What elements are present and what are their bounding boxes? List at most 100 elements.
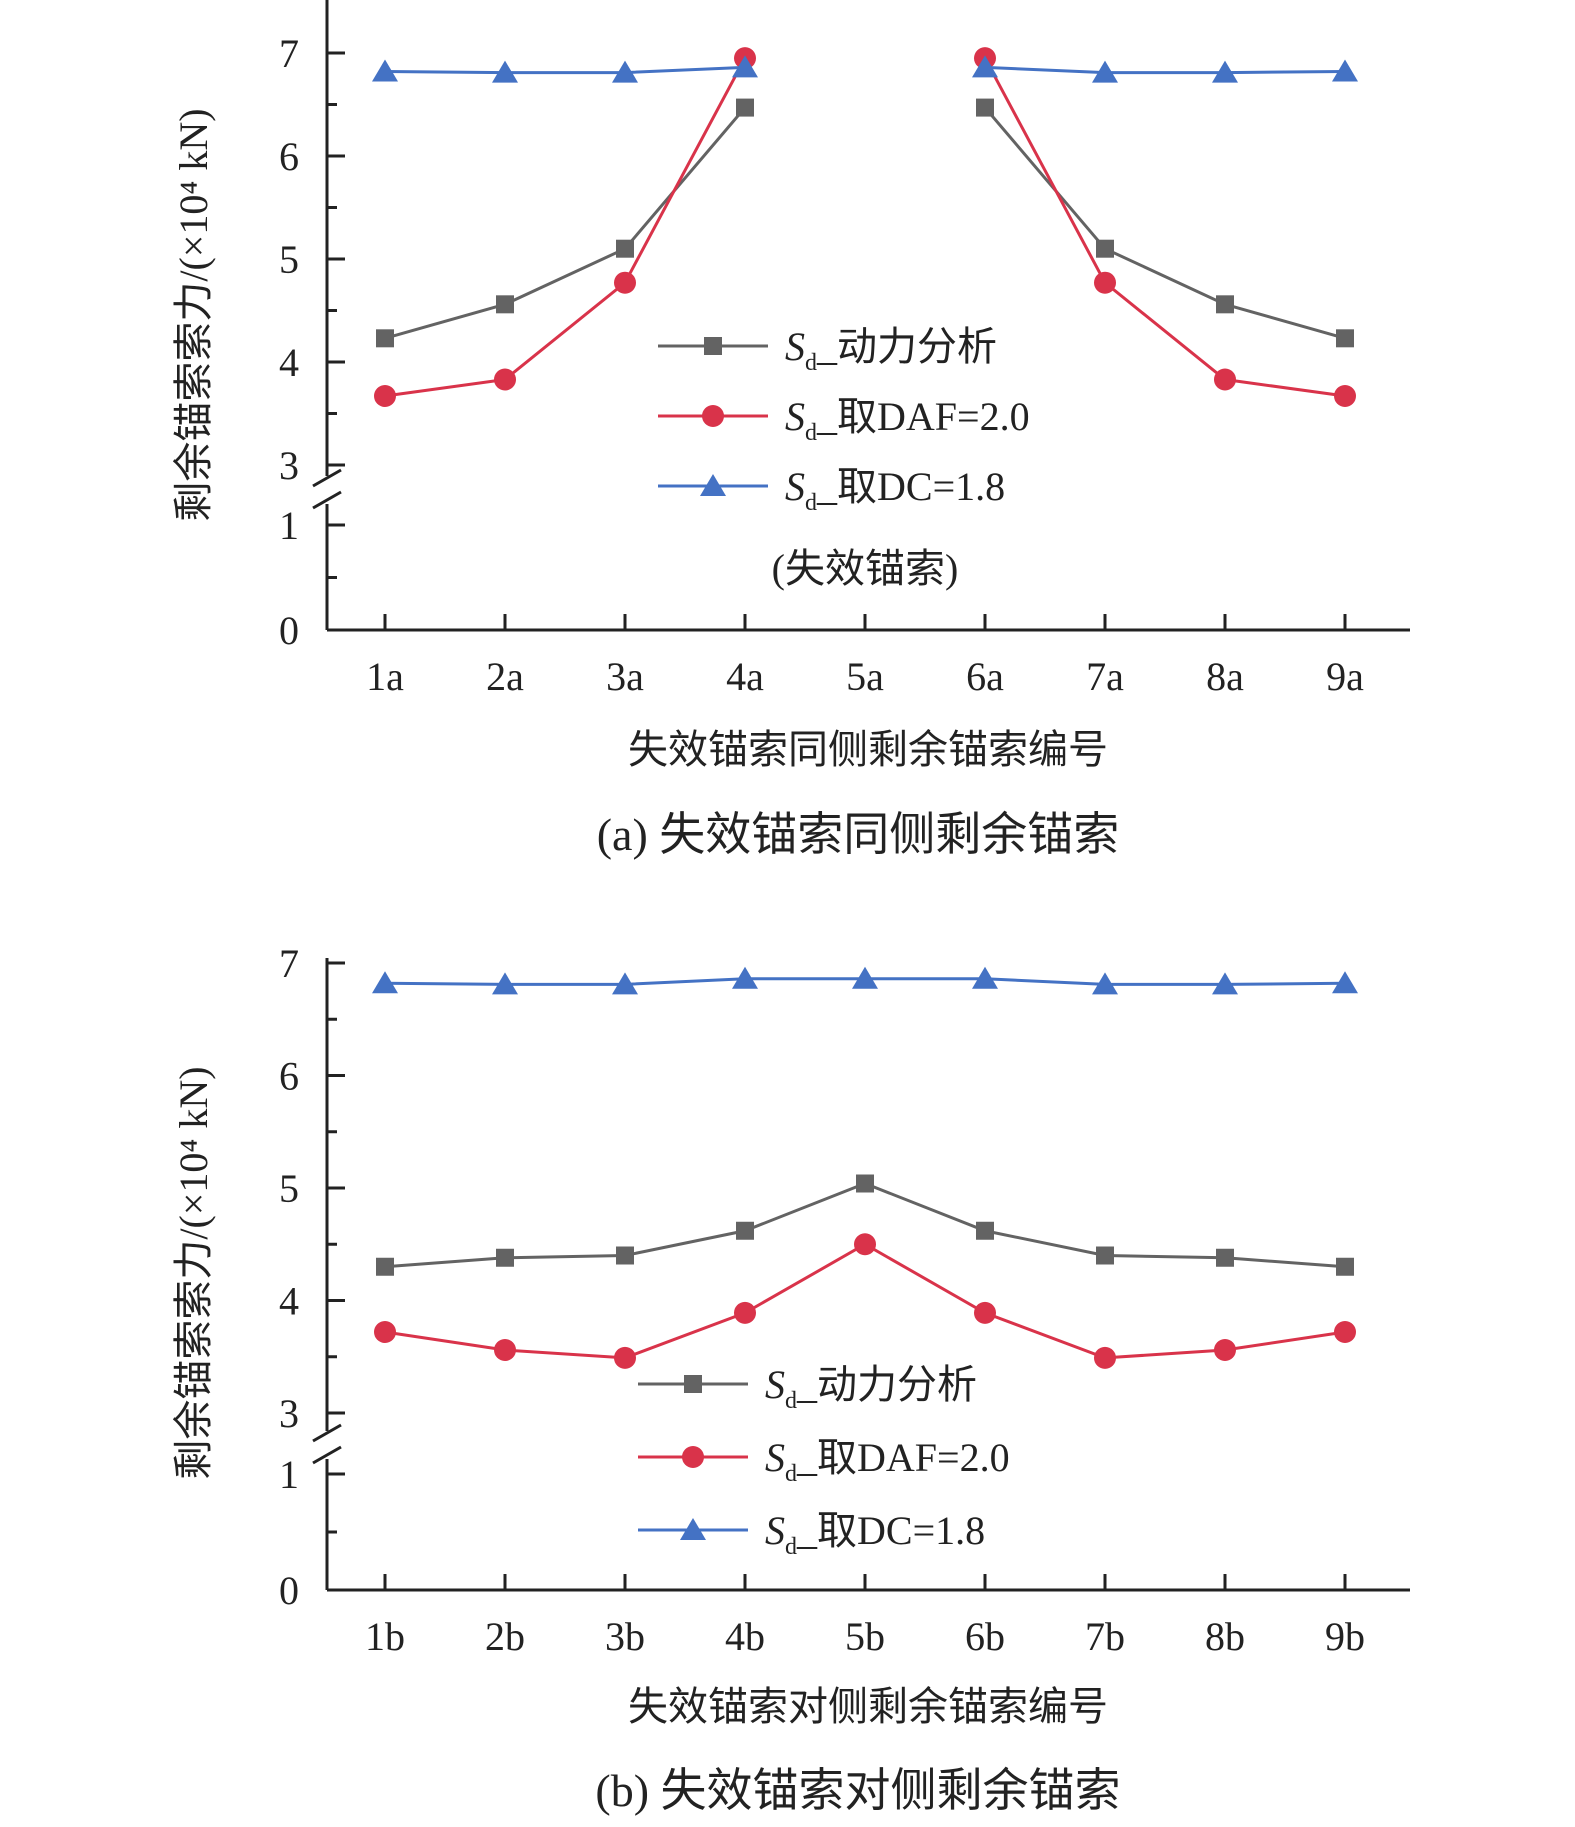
marker-square	[496, 295, 514, 314]
marker-circle	[614, 271, 636, 294]
marker-circle	[974, 1301, 996, 1324]
y-axis-title: 剩余锚索索力/(×10⁴ kN)	[171, 108, 216, 521]
axis-break-mark	[312, 490, 342, 510]
marker-square	[1096, 239, 1114, 258]
marker-triangle	[732, 966, 758, 989]
y-tick-label: 0	[279, 1568, 299, 1613]
marker-square	[1336, 1257, 1354, 1276]
y-tick-label: 3	[279, 1391, 299, 1436]
x-tick-label: 7b	[1085, 1614, 1125, 1659]
x-tick-label: 2a	[486, 654, 524, 699]
x-tick-label: 4a	[726, 654, 764, 699]
marker-triangle	[1212, 972, 1238, 995]
marker-square	[376, 1257, 394, 1276]
marker-square	[1216, 295, 1234, 314]
panel-b: 0 1 3 4 5 6 7 1b 2b 3b 4b 5b 6b 7b 8b 9b Sd_动力分析 Sd_取DAF=…	[171, 941, 1410, 1816]
marker-triangle	[612, 60, 638, 83]
x-tick-label: 6a	[966, 654, 1004, 699]
marker-triangle	[680, 1518, 706, 1540]
marker-square	[736, 1221, 754, 1240]
x-axis-title: 失效锚索同侧剩余锚索编号	[628, 727, 1108, 772]
x-tick-label: 6b	[965, 1614, 1005, 1659]
marker-square	[1336, 329, 1354, 348]
panel-caption: (a) 失效锚索同侧剩余锚索	[597, 809, 1120, 860]
y-tick-label: 5	[279, 1166, 299, 1211]
legend-label: Sd_动力分析	[785, 324, 997, 376]
annotation-failed-cable: (失效锚索)	[772, 546, 959, 591]
legend-label: Sd_取DC=1.8	[785, 464, 1005, 516]
marker-triangle	[700, 474, 726, 496]
marker-triangle	[1092, 60, 1118, 83]
y-tick-label: 5	[279, 237, 299, 282]
x-tick-label: 4b	[725, 1614, 765, 1659]
y-tick-label: 7	[279, 941, 299, 986]
x-tick-label: 3b	[605, 1614, 645, 1659]
marker-triangle	[612, 972, 638, 995]
x-tick-label: 7a	[1086, 654, 1124, 699]
series-line	[984, 65, 1346, 75]
x-tick-label: 1a	[366, 654, 404, 699]
y-tick-label: 0	[279, 608, 299, 653]
legend-entry: Sd_取DAF=2.0	[638, 1435, 1010, 1487]
marker-circle	[494, 1339, 516, 1361]
series-line	[384, 65, 746, 75]
x-tick-label: 5b	[845, 1614, 885, 1659]
marker-square	[1216, 1248, 1234, 1267]
marker-triangle	[972, 55, 998, 78]
marker-triangle	[732, 55, 758, 78]
marker-triangle	[1332, 59, 1358, 82]
marker-circle	[614, 1346, 636, 1369]
x-tick-label: 5a	[846, 654, 884, 699]
marker-circle	[1094, 271, 1116, 294]
marker-circle	[1334, 1321, 1356, 1343]
marker-square	[976, 1221, 994, 1240]
panel-caption: (b) 失效锚索对侧剩余锚索	[595, 1765, 1120, 1816]
x-tick-label: 8a	[1206, 654, 1244, 699]
marker-square	[616, 1246, 634, 1265]
marker-triangle	[372, 59, 398, 82]
legend-label: Sd_取DC=1.8	[765, 1508, 985, 1560]
x-axis-title: 失效锚索对侧剩余锚索编号	[628, 1684, 1108, 1729]
marker-triangle	[492, 60, 518, 83]
marker-circle	[1094, 1346, 1116, 1369]
marker-circle	[374, 1321, 396, 1343]
legend-entry: Sd_取DAF=2.0	[658, 394, 1030, 446]
marker-triangle	[1212, 60, 1238, 83]
panel-a: 0 1 3 4 5 6 7 1a 2a 3a 4a 5a 6a 7a 8a 9a Sd_动力分析 Sd_取DAF=…	[171, 0, 1410, 860]
legend-entry: Sd_取DC=1.8	[658, 464, 1005, 516]
marker-circle	[1214, 1339, 1236, 1361]
marker-square	[616, 239, 634, 258]
marker-circle	[734, 1301, 756, 1324]
axis-break-mark	[312, 1445, 342, 1465]
y-tick-label: 3	[279, 443, 299, 488]
series-line	[384, 57, 747, 398]
y-tick-label: 6	[279, 134, 299, 179]
x-tick-label: 9a	[1326, 654, 1364, 699]
marker-circle	[1214, 368, 1236, 391]
series-line	[983, 106, 1346, 340]
marker-circle	[374, 384, 396, 407]
marker-triangle	[972, 966, 998, 989]
series-line	[983, 57, 1346, 398]
y-tick-label: 1	[279, 1452, 299, 1497]
y-tick-label: 4	[279, 1279, 299, 1324]
marker-square	[684, 1375, 702, 1393]
marker-circle	[494, 368, 516, 391]
series-line	[384, 106, 747, 340]
marker-square	[376, 329, 394, 348]
legend-label: Sd_动力分析	[765, 1362, 977, 1414]
marker-square	[856, 1174, 874, 1193]
marker-triangle	[1332, 971, 1358, 994]
legend-entry: Sd_动力分析	[658, 324, 997, 376]
marker-triangle	[492, 972, 518, 995]
x-tick-label: 9b	[1325, 1614, 1365, 1659]
y-axis-title: 剩余锚索索力/(×10⁴ kN)	[171, 1066, 216, 1479]
marker-circle	[702, 405, 724, 427]
axis-break-mark	[312, 1423, 342, 1443]
marker-circle	[854, 1233, 876, 1256]
legend-entry: Sd_取DC=1.8	[638, 1508, 985, 1560]
legend-label: Sd_取DAF=2.0	[765, 1435, 1010, 1487]
x-tick-label: 2b	[485, 1614, 525, 1659]
marker-square	[496, 1248, 514, 1267]
